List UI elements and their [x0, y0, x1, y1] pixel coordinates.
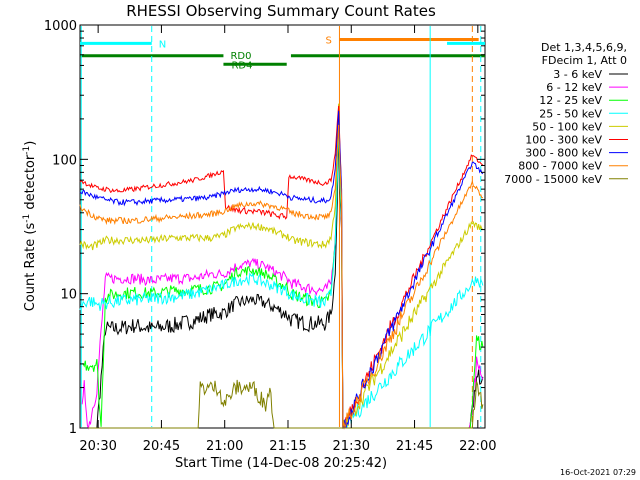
- y-tick-label-1: 10: [60, 288, 77, 303]
- flag-label-rd4: RD4: [231, 60, 252, 71]
- legend-label-3: 25 - 50 keV: [539, 107, 602, 120]
- x-tick-label-4: 21:30: [333, 439, 370, 454]
- timestamp: 16-Oct-2021 07:29: [560, 468, 636, 477]
- series-line-3: [79, 110, 484, 429]
- y-tick-label-0: 1: [69, 422, 77, 437]
- vlines-layer: [80, 26, 482, 427]
- x-axis-label: Start Time (14-Dec-08 20:25:42): [175, 456, 387, 471]
- flag-label-n: N: [159, 39, 166, 50]
- legend-label-2: 12 - 25 keV: [539, 94, 602, 107]
- legend-label-0: 3 - 6 keV: [553, 68, 602, 81]
- series-line-0: [82, 128, 484, 429]
- series-line-6: [79, 110, 484, 429]
- flag-label-rd0: RD0: [230, 51, 251, 62]
- series-line-1: [81, 105, 484, 430]
- legend-label-8: 7000 - 15000 keV: [504, 173, 602, 186]
- y-axis-label: Count Rate (s-1 detector-1): [22, 141, 38, 312]
- x-tick-label-0: 20:30: [79, 439, 116, 454]
- y-axis-label-sup1: -1: [22, 214, 32, 223]
- legend-label-1: 6 - 12 keV: [546, 81, 602, 94]
- series-layer: [79, 103, 484, 430]
- y-axis-label-mid: detector: [23, 154, 38, 214]
- legend-label-4: 50 - 100 keV: [532, 120, 602, 133]
- plot-frame: [79, 24, 486, 429]
- x-tick-label-6: 22:00: [459, 439, 496, 454]
- y-axis-label-end: ): [23, 141, 38, 146]
- series-line-8: [82, 379, 484, 429]
- flag-label-s: S: [325, 35, 331, 46]
- series-line-2: [82, 110, 484, 429]
- chart-title: RHESSI Observing Summary Count Rates: [126, 2, 436, 20]
- series-line-7: [79, 125, 484, 429]
- legend-header-1: FDecim 1, Att 0: [542, 54, 627, 67]
- series-line-5: [79, 105, 484, 430]
- y-tick-label-2: 100: [52, 153, 77, 168]
- x-tick-label-3: 21:15: [269, 439, 306, 454]
- x-tick-label-5: 21:45: [396, 439, 433, 454]
- legend-header-0: Det 1,3,4,5,6,9,: [541, 41, 627, 54]
- legend-label-6: 300 - 800 keV: [525, 147, 602, 160]
- legend: Det 1,3,4,5,6,9,FDecim 1, Att 03 - 6 keV…: [504, 41, 628, 186]
- y-axis-label-sup2: -1: [22, 146, 32, 155]
- legend-label-7: 800 - 7000 keV: [518, 160, 602, 173]
- x-tick-label-1: 20:45: [143, 439, 180, 454]
- x-tick-label-2: 21:00: [206, 439, 243, 454]
- y-axis-label-main: Count Rate (s: [23, 223, 38, 312]
- series-line-4: [79, 103, 484, 428]
- ticks-layer: 20:30 20:45 21:00 21:15 21:30 21:45 22:00 1 10 10…: [44, 19, 497, 454]
- legend-label-5: 100 - 300 keV: [525, 134, 602, 147]
- y-tick-label-3: 1000: [44, 19, 77, 34]
